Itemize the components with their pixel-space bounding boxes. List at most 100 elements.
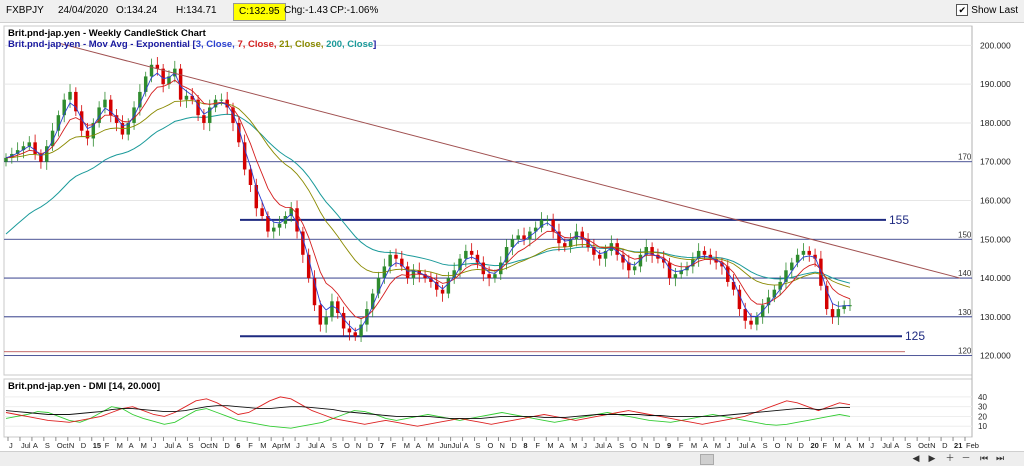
- candle-body: [795, 254, 800, 263]
- x-tick-label: M: [117, 441, 123, 450]
- x-tick-label: M: [428, 441, 434, 450]
- candle-body: [21, 146, 26, 151]
- moving-average-legend: Brit.pnd-jap.yen - Mov Avg - Exponential…: [8, 39, 376, 50]
- level-label-120: 120: [958, 347, 972, 356]
- candle-body: [650, 247, 654, 255]
- x-tick-label: 6: [236, 441, 240, 450]
- x-tick-label: D: [224, 441, 230, 450]
- candle-body: [557, 231, 561, 244]
- candle-body: [85, 130, 90, 139]
- x-tick-label: O: [344, 441, 350, 450]
- scrollbar-thumb[interactable]: [700, 454, 714, 465]
- horizontal-scrollbar[interactable]: ◀ ▶ ＋ － ⏮ ⏭: [0, 451, 1024, 466]
- symbol-label: FXBPJY: [6, 5, 44, 16]
- x-tick-label: A: [894, 441, 899, 450]
- candle-body: [341, 312, 346, 329]
- candle-body: [592, 247, 596, 255]
- candle-body: [597, 254, 602, 259]
- candle-body: [114, 115, 119, 123]
- candle-body: [522, 235, 526, 240]
- level-label-140: 140: [958, 269, 972, 278]
- candle-body: [161, 68, 165, 85]
- x-tick-label: 21: [954, 441, 962, 450]
- ma7-line: [5, 79, 851, 320]
- ma21-line: [5, 100, 851, 288]
- downtrend-line: [59, 42, 961, 279]
- candle-body: [15, 150, 20, 154]
- candle-body: [452, 270, 456, 279]
- x-tick-label: F: [392, 441, 397, 450]
- high-value: H:134.71: [176, 5, 217, 16]
- candle-body: [644, 247, 649, 255]
- candle-body: [376, 278, 381, 294]
- x-tick-label: N: [499, 441, 504, 450]
- candle-body: [726, 266, 730, 282]
- x-tick-label: D: [655, 441, 661, 450]
- level-label-170: 170: [958, 153, 972, 162]
- candle-body: [62, 99, 66, 116]
- x-tick-label: Jun: [440, 441, 452, 450]
- ma-legend-suffix: ]: [373, 39, 376, 50]
- x-tick-label: Jul: [165, 441, 175, 450]
- show-last-toggle[interactable]: ✔ Show Last: [956, 4, 1018, 16]
- scroll-left-icon[interactable]: ◀: [912, 453, 920, 463]
- x-tick-label: J: [583, 441, 587, 450]
- candle-body: [178, 68, 183, 100]
- scroll-right-icon[interactable]: ▶: [928, 453, 936, 463]
- candle-body: [440, 289, 445, 294]
- candle-body: [632, 266, 637, 271]
- x-tick-label: F: [679, 441, 684, 450]
- candle-body: [330, 301, 334, 317]
- candle-body: [458, 258, 462, 271]
- dmi-y-tick-label: 40: [978, 393, 987, 402]
- x-tick-label: Oct: [200, 441, 213, 450]
- x-tick-label: M: [404, 441, 410, 450]
- checkbox-icon[interactable]: ✔: [956, 4, 969, 16]
- dmi-y-tick-label: 20: [978, 412, 987, 421]
- x-tick-label: 15: [93, 441, 101, 450]
- candle-body: [446, 278, 451, 294]
- candle-body: [673, 274, 678, 279]
- zoom-in-icon[interactable]: ＋: [945, 453, 955, 463]
- x-tick-label: F: [535, 441, 540, 450]
- close-value: C:132.95: [233, 3, 286, 21]
- first-bar-icon[interactable]: ⏮: [979, 453, 989, 463]
- x-tick-label: M: [858, 441, 864, 450]
- x-tick-label: 8: [523, 441, 527, 450]
- candle-body: [207, 107, 212, 123]
- candle-body: [708, 254, 713, 259]
- candle-body: [766, 297, 771, 306]
- x-tick-label: N: [930, 441, 935, 450]
- candle-body: [516, 235, 520, 240]
- price-chart-title: Brit.pnd-jap.yen - Weekly CandleStick Ch…: [8, 28, 207, 39]
- candle-body: [469, 250, 474, 255]
- open-value: O:134.24: [116, 5, 158, 16]
- candle-body: [126, 122, 130, 135]
- x-tick-label: A: [33, 441, 38, 450]
- zoom-out-icon[interactable]: －: [961, 453, 971, 463]
- y-tick-label: 170.000: [980, 157, 1011, 167]
- x-tick-label: N: [643, 441, 648, 450]
- candle-body: [277, 223, 282, 228]
- candle-body: [248, 169, 253, 185]
- x-tick-label: Feb: [966, 441, 979, 450]
- last-bar-icon[interactable]: ⏭: [995, 453, 1005, 463]
- x-tick-label: M: [284, 441, 290, 450]
- candle-body: [778, 281, 782, 290]
- candle-body: [167, 76, 171, 85]
- candle-body: [429, 278, 433, 282]
- candle-body: [720, 262, 724, 267]
- level-label-130: 130: [958, 308, 972, 317]
- candle-body: [242, 142, 247, 170]
- candle-body: [109, 99, 113, 116]
- annotation-125: 125: [905, 329, 925, 343]
- candle-body: [68, 91, 72, 100]
- x-tick-label: A: [320, 441, 325, 450]
- candle-body: [219, 99, 224, 101]
- change-pct-value: CP:-1.06%: [330, 5, 379, 16]
- y-tick-label: 180.000: [980, 118, 1011, 128]
- x-tick-label: J: [9, 441, 13, 450]
- y-tick-label: 140.000: [980, 273, 1011, 283]
